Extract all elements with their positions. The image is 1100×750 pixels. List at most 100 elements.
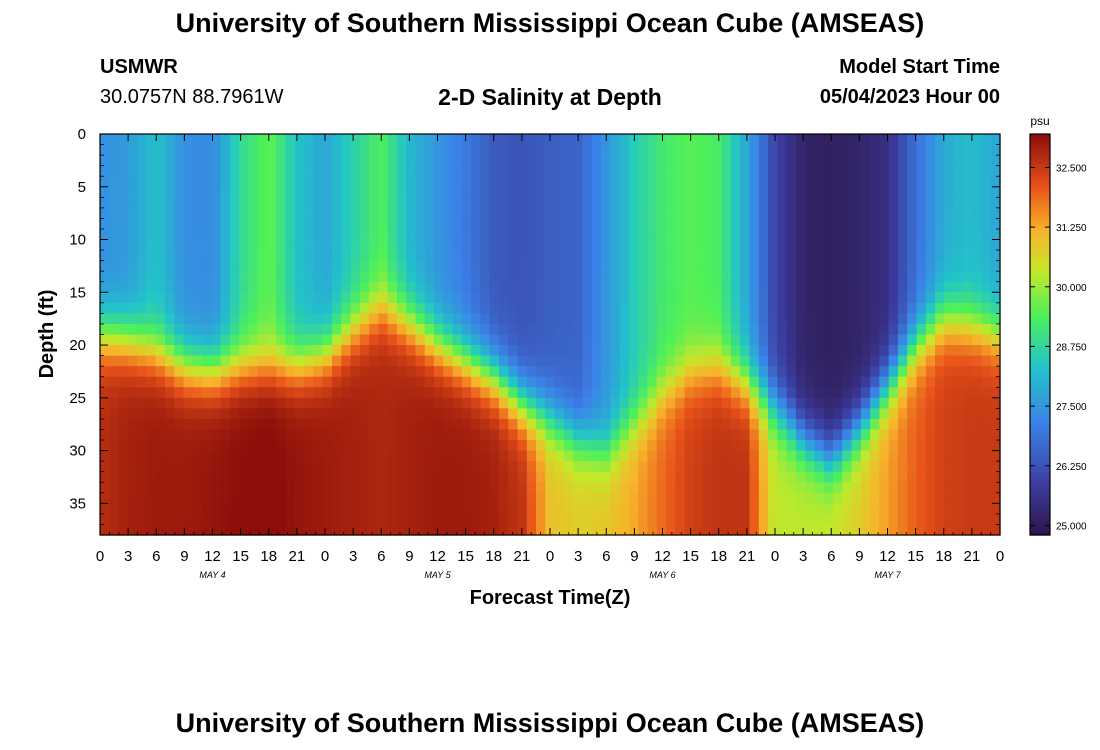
heatmap-cell xyxy=(721,228,732,241)
heatmap-cell xyxy=(777,228,788,241)
heatmap-cell xyxy=(257,418,268,431)
heatmap-cell xyxy=(768,345,778,357)
heatmap-cell xyxy=(851,186,862,198)
heatmap-cell xyxy=(768,397,778,409)
heatmap-cell xyxy=(461,144,472,156)
heatmap-cell xyxy=(972,366,983,378)
colorbar-band xyxy=(1030,397,1050,402)
heatmap-cell xyxy=(897,218,908,230)
heatmap-cell xyxy=(860,503,871,515)
heatmap-cell xyxy=(656,376,667,388)
heatmap-cell xyxy=(591,144,602,156)
heatmap-cell xyxy=(285,461,296,473)
colorbar-band xyxy=(1030,287,1050,292)
heatmap-cell xyxy=(118,144,129,156)
heatmap-cell xyxy=(656,218,667,230)
heatmap-cell xyxy=(164,366,175,378)
heatmap-cell xyxy=(341,334,352,346)
heatmap-cell xyxy=(990,429,1001,441)
heatmap-cell xyxy=(628,134,639,146)
heatmap-cell xyxy=(192,271,203,283)
heatmap-cell xyxy=(304,471,314,483)
heatmap-cell xyxy=(489,492,500,504)
heatmap-cell xyxy=(628,292,639,304)
heatmap-cell xyxy=(665,334,676,346)
heatmap-cell xyxy=(471,513,482,526)
heatmap-cell xyxy=(730,482,741,494)
heatmap-cell xyxy=(109,376,120,388)
heatmap-cell xyxy=(526,186,537,198)
heatmap-cell xyxy=(647,492,658,504)
heatmap-cell xyxy=(359,292,370,304)
heatmap-cell xyxy=(508,355,519,367)
heatmap-cell xyxy=(536,207,546,220)
heatmap-cell xyxy=(545,440,556,452)
heatmap-cell xyxy=(888,176,899,188)
heatmap-cell xyxy=(749,376,760,388)
heatmap-cell xyxy=(183,482,194,494)
heatmap-cell xyxy=(656,471,667,483)
heatmap-cell xyxy=(434,207,444,220)
heatmap-cell xyxy=(489,355,500,367)
heatmap-cell xyxy=(536,345,546,357)
heatmap-cell xyxy=(517,345,528,357)
heatmap-cell xyxy=(174,450,185,462)
heatmap-cell xyxy=(601,228,611,241)
heatmap-cell xyxy=(100,302,110,314)
heatmap-cell xyxy=(498,207,509,220)
heatmap-cell xyxy=(665,440,676,452)
heatmap-cell xyxy=(573,207,584,220)
heatmap-cell xyxy=(248,397,259,409)
heatmap-cell xyxy=(202,207,212,220)
heatmap-cell xyxy=(118,450,129,462)
heatmap-cell xyxy=(406,134,417,146)
heatmap-cell xyxy=(183,250,194,262)
heatmap-cell xyxy=(137,376,147,388)
heatmap-cell xyxy=(944,345,955,357)
heatmap-cell xyxy=(294,292,305,304)
heatmap-cell xyxy=(378,334,389,346)
heatmap-cell xyxy=(972,334,983,346)
heatmap-cell xyxy=(730,503,741,515)
heatmap-cell xyxy=(174,397,185,409)
heatmap-cell xyxy=(749,323,760,336)
heatmap-cell xyxy=(304,397,314,409)
heatmap-cell xyxy=(860,366,871,378)
heatmap-cell xyxy=(378,387,389,399)
y-axis-label: Depth (ft) xyxy=(36,290,58,379)
heatmap-cell xyxy=(313,387,324,399)
heatmap-cell xyxy=(545,197,556,209)
heatmap-cell xyxy=(944,366,955,378)
heatmap-cell xyxy=(461,376,472,388)
heatmap-cell xyxy=(601,271,611,283)
heatmap-cell xyxy=(860,144,871,156)
heatmap-cell xyxy=(452,271,463,283)
heatmap-cell xyxy=(341,440,352,452)
heatmap-cell xyxy=(118,461,129,473)
heatmap-cell xyxy=(434,355,444,367)
heatmap-cell xyxy=(164,323,175,336)
heatmap-cell xyxy=(563,134,574,146)
heatmap-cell xyxy=(795,366,806,378)
heatmap-cell xyxy=(795,471,806,483)
heatmap-cell xyxy=(832,313,843,325)
heatmap-cell xyxy=(526,334,537,346)
heatmap-cell xyxy=(962,239,973,251)
heatmap-cell xyxy=(805,292,816,304)
heatmap-cell xyxy=(471,155,482,167)
heatmap-cell xyxy=(118,250,129,262)
x-tick-label: 3 xyxy=(799,548,807,565)
heatmap-cell xyxy=(109,186,120,198)
heatmap-cell xyxy=(851,302,862,314)
heatmap-cell xyxy=(100,134,110,146)
heatmap-cell xyxy=(962,218,973,230)
heatmap-cell xyxy=(684,281,695,293)
heatmap-cell xyxy=(675,239,686,251)
heatmap-cell xyxy=(665,165,676,177)
heatmap-cell xyxy=(721,207,732,220)
heatmap-cell xyxy=(350,524,361,536)
heatmap-cell xyxy=(164,503,175,515)
heatmap-cell xyxy=(313,313,324,325)
heatmap-cell xyxy=(925,165,936,177)
heatmap-cell xyxy=(730,197,741,209)
